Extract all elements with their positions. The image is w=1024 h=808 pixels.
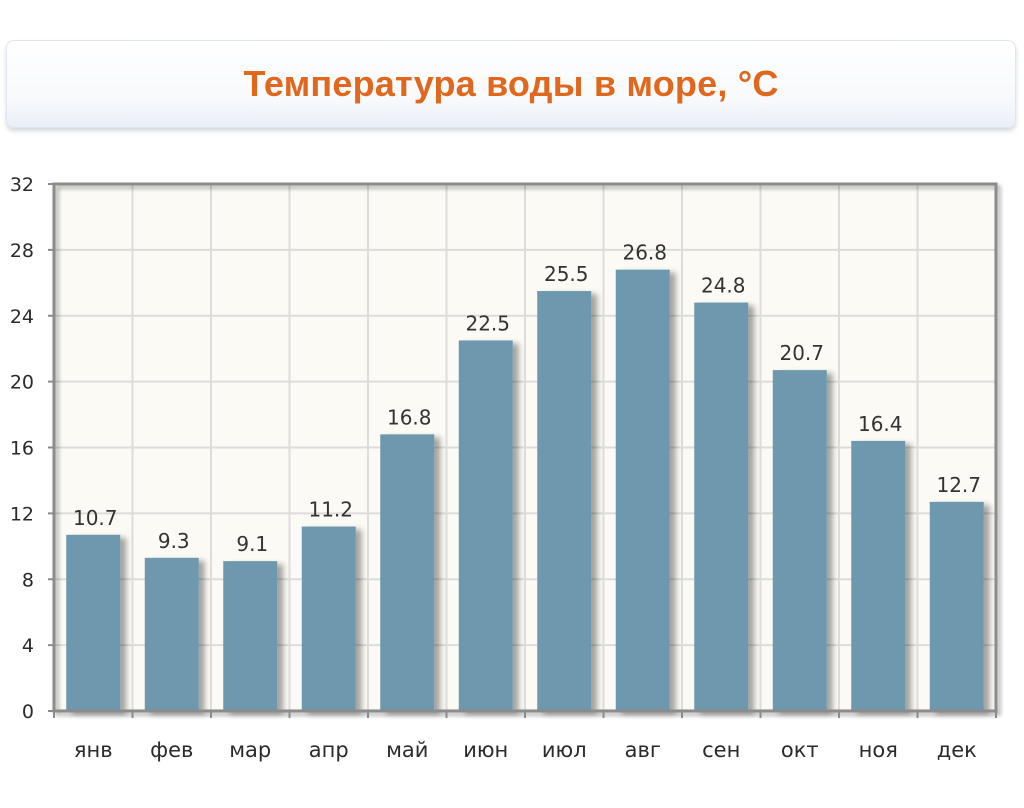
data-label: 16.4 (858, 412, 903, 436)
x-tick-label: авг (625, 738, 661, 762)
bar-ноя (851, 440, 906, 711)
bar-сен (694, 302, 749, 711)
x-tick-label: окт (781, 738, 819, 762)
bar-авг (615, 269, 670, 711)
data-label: 12.7 (936, 473, 981, 497)
data-label: 24.8 (701, 274, 746, 298)
x-tick-label: июн (463, 738, 508, 762)
y-tick-label: 16 (10, 438, 34, 460)
y-tick-label: 32 (10, 174, 34, 196)
y-tick-label: 12 (10, 503, 34, 525)
data-label: 26.8 (622, 241, 667, 265)
x-tick-label: дек (937, 738, 977, 762)
x-tick-label: сен (702, 738, 740, 762)
bar-янв (66, 534, 121, 711)
data-label: 22.5 (465, 311, 510, 335)
chart-title-panel: Температура воды в море, °C (6, 40, 1016, 128)
x-axis: янв фев мар апр май июн июл авг сен окт ноя дек (53, 711, 997, 762)
data-label: 25.5 (544, 262, 589, 286)
y-axis: 0 4 8 12 16 20 24 28 32 (10, 174, 54, 723)
x-tick-label: янв (74, 738, 113, 762)
chart-title: Температура воды в море, °C (243, 63, 779, 104)
data-label: 9.3 (158, 529, 190, 553)
bar-май (380, 434, 435, 711)
grid-lines (54, 184, 996, 711)
x-tick-label: апр (309, 738, 349, 762)
y-tick-label: 4 (22, 635, 34, 657)
data-label: 10.7 (73, 506, 118, 530)
bars (66, 269, 984, 711)
data-label: 20.7 (779, 341, 824, 365)
data-label: 16.8 (387, 405, 432, 429)
value-labels: 10.7 9.3 9.1 11.2 16.8 22.5 25.5 26.8 24.8 20.7 16… (73, 241, 981, 556)
x-tick-label: мар (229, 738, 271, 762)
y-tick-label: 0 (22, 701, 34, 723)
bar-мар (223, 561, 278, 711)
y-tick-label: 24 (10, 306, 34, 328)
data-label: 9.1 (236, 532, 268, 556)
x-tick-label: июл (542, 738, 587, 762)
x-tick-label: май (386, 738, 428, 762)
data-label: 11.2 (308, 498, 353, 522)
bar-апр (301, 526, 356, 711)
bar-фев (144, 557, 199, 711)
bar-июл (537, 291, 592, 711)
x-tick-label: фев (150, 738, 193, 762)
bar-дек (929, 501, 984, 711)
bar-июн (458, 340, 513, 711)
y-tick-label: 8 (22, 569, 34, 591)
x-tick-label: ноя (859, 738, 898, 762)
y-tick-label: 20 (10, 372, 34, 394)
bar-окт (772, 370, 827, 711)
y-tick-label: 28 (10, 240, 34, 262)
